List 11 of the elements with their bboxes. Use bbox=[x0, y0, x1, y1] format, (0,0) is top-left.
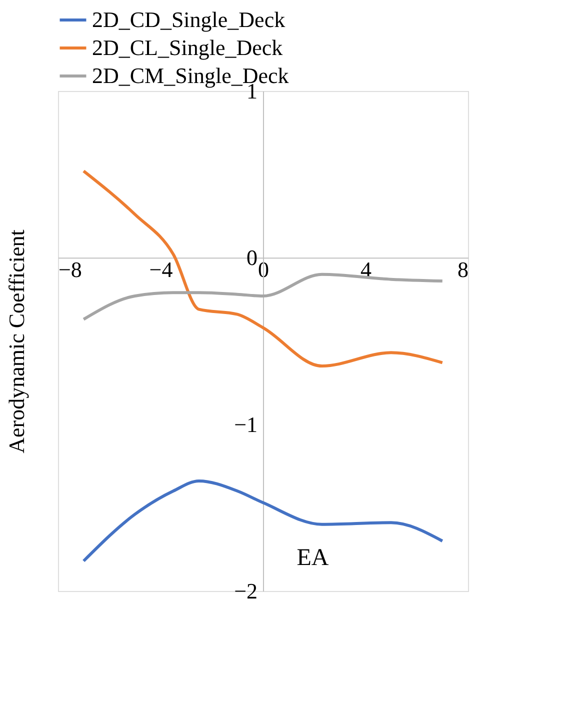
y-tick-label: −1 bbox=[234, 412, 258, 437]
x-axis-title: EA bbox=[296, 545, 330, 572]
legend-label: 2D_CL_Single_Deck bbox=[92, 35, 283, 60]
line-series bbox=[82, 170, 444, 368]
x-tick-label: 8 bbox=[458, 257, 468, 282]
y-axis-title: Aerodynamic Coefficient bbox=[4, 230, 30, 454]
y-tick-label: −2 bbox=[234, 578, 258, 604]
x-tick-label: −4 bbox=[149, 257, 173, 282]
x-tick-label: −8 bbox=[58, 257, 82, 282]
x-tick-label: 4 bbox=[360, 257, 372, 282]
legend-label: 2D_CD_Single_Deck bbox=[92, 7, 286, 32]
